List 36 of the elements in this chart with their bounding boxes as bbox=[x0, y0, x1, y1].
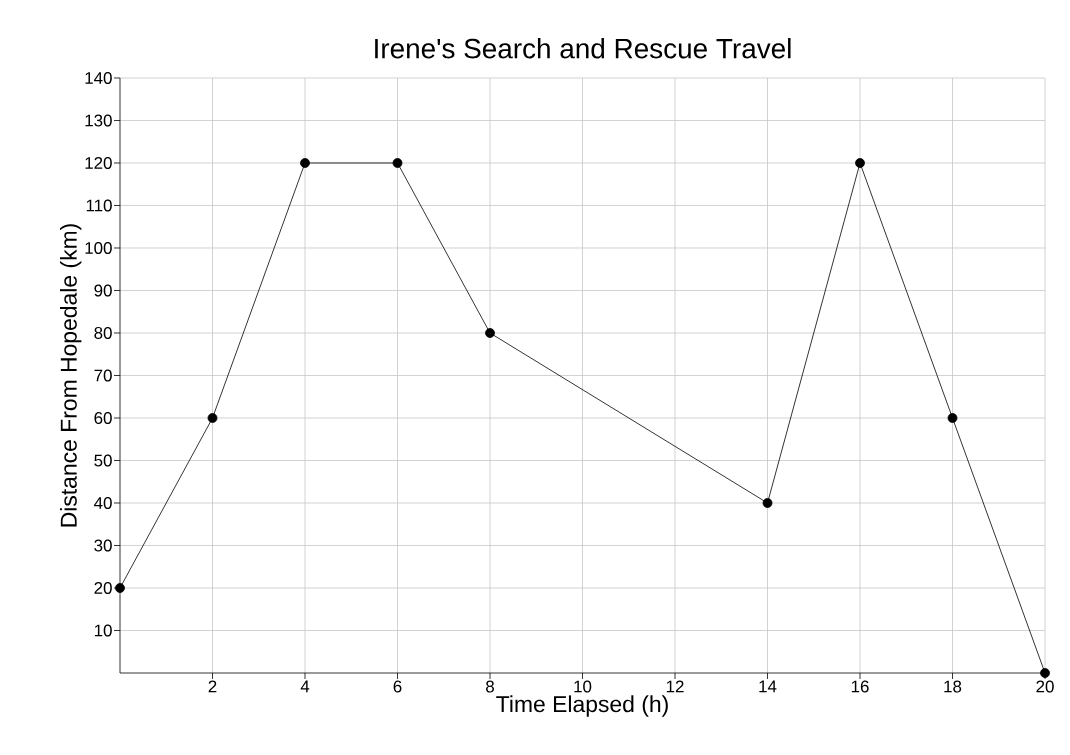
y-tick-label: 60 bbox=[94, 412, 112, 424]
x-tick-label: 10 bbox=[574, 680, 592, 693]
y-tick-label: 110 bbox=[86, 199, 112, 212]
y-tick-label: 100 bbox=[85, 242, 112, 254]
x-tick-label: 2 bbox=[208, 680, 217, 693]
point bbox=[947, 413, 958, 423]
x-tick-label: 14 bbox=[759, 680, 777, 693]
point bbox=[115, 583, 125, 593]
point bbox=[1040, 668, 1050, 678]
point bbox=[207, 413, 218, 423]
x-tick-label: 18 bbox=[944, 680, 962, 693]
y-tick-label: 140 bbox=[85, 71, 112, 84]
x-tick-label: 4 bbox=[300, 680, 310, 693]
y-axis-title: Distance From Hopedale (km) bbox=[60, 224, 82, 527]
y-tick-label: 70 bbox=[94, 369, 112, 382]
y-tick-label: 30 bbox=[94, 539, 112, 552]
x-tick-label: 20 bbox=[1036, 680, 1054, 693]
y-tick-label: 120 bbox=[85, 157, 112, 169]
y-tick-label: 80 bbox=[94, 327, 112, 339]
y-tick-label: 10 bbox=[94, 624, 112, 637]
y-tick-label: 90 bbox=[94, 284, 112, 297]
y-tick-label: 40 bbox=[94, 497, 112, 509]
y-tick-label: 130 bbox=[85, 114, 112, 127]
x-tick-label: 12 bbox=[666, 680, 684, 693]
point bbox=[762, 498, 773, 508]
point bbox=[300, 158, 310, 168]
y-tick-label: 20 bbox=[94, 582, 112, 594]
chart-title: Irene's Search and Rescue Travel bbox=[375, 38, 791, 59]
point bbox=[855, 158, 865, 168]
point bbox=[392, 158, 403, 168]
x-tick-label: 6 bbox=[393, 680, 402, 693]
x-tick-label: 8 bbox=[486, 680, 494, 693]
x-tick-label: 16 bbox=[851, 680, 869, 693]
x-axis-title: Time Elapsed (h) bbox=[496, 695, 668, 717]
point bbox=[485, 328, 495, 338]
y-tick-label: 50 bbox=[94, 454, 112, 467]
